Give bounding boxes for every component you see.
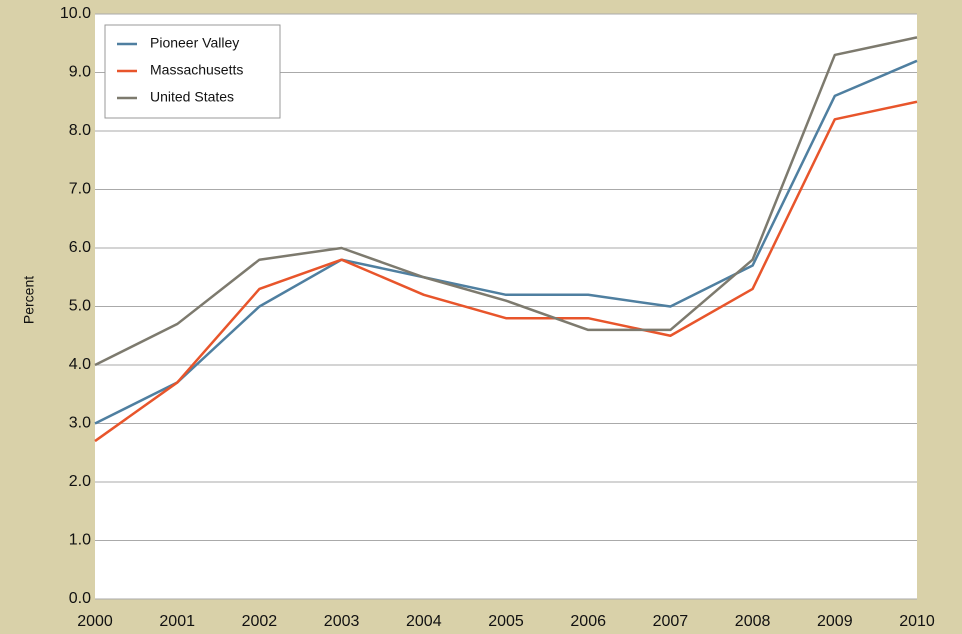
y-axis-label: Percent — [21, 276, 37, 324]
y-tick-label: 3.0 — [69, 415, 91, 432]
x-tick-label: 2008 — [735, 613, 771, 630]
series-line — [94, 36, 918, 367]
series-line — [94, 100, 918, 443]
y-tick-label: 8.0 — [69, 122, 91, 139]
legend-label: Pioneer Valley — [150, 35, 239, 51]
legend-label: Massachusetts — [150, 62, 243, 78]
y-tick-label: 7.0 — [69, 181, 91, 198]
x-tick-label: 2003 — [324, 613, 360, 630]
y-tick-label: 2.0 — [69, 473, 91, 490]
series-line — [94, 59, 918, 425]
x-tick-label: 2002 — [242, 613, 278, 630]
x-tick-label: 2000 — [77, 613, 113, 630]
x-tick-label: 2009 — [817, 613, 853, 630]
y-tick-label: 6.0 — [69, 239, 91, 256]
legend-label: United States — [150, 89, 234, 105]
x-tick-label: 2010 — [899, 613, 935, 630]
y-tick-label: 10.0 — [60, 5, 91, 22]
y-tick-label: 1.0 — [69, 532, 91, 549]
y-tick-label: 0.0 — [69, 590, 91, 607]
x-tick-label: 2005 — [488, 613, 524, 630]
y-tick-label: 5.0 — [69, 298, 91, 315]
x-tick-label: 2006 — [570, 613, 606, 630]
y-tick-label: 4.0 — [69, 356, 91, 373]
y-tick-label: 9.0 — [69, 64, 91, 81]
x-tick-label: 2001 — [159, 613, 195, 630]
x-tick-label: 2004 — [406, 613, 442, 630]
x-tick-label: 2007 — [653, 613, 689, 630]
